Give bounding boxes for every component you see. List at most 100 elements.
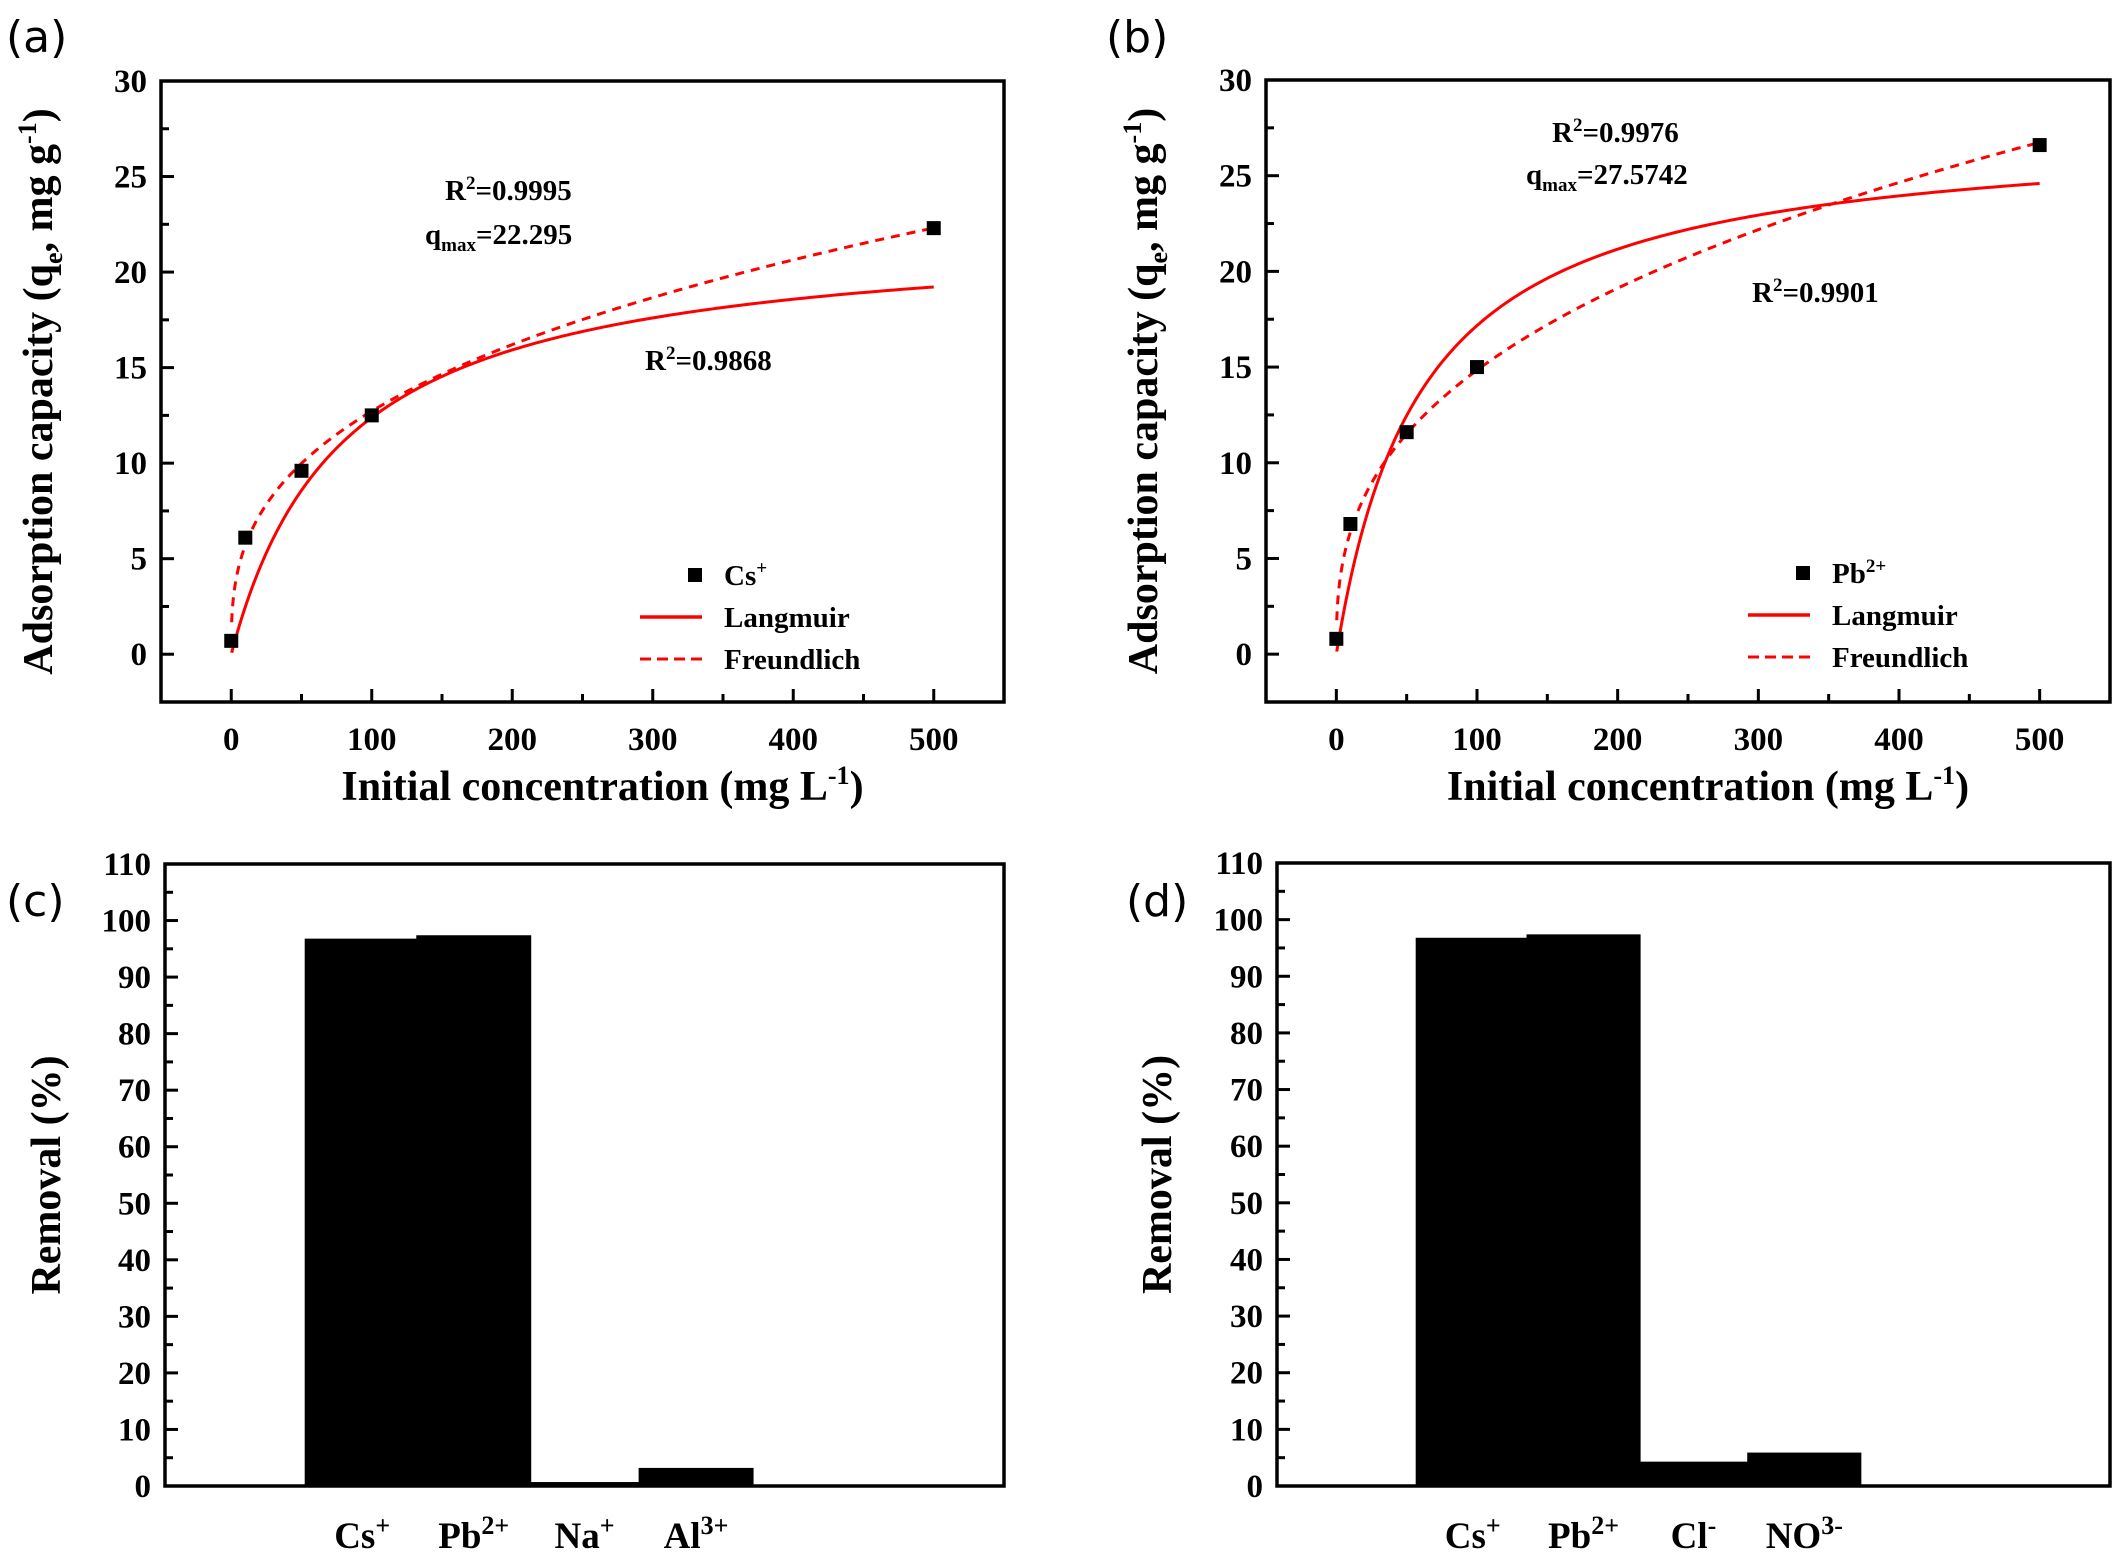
y-tick-label: 60	[118, 1130, 151, 1166]
y-tick-label: 10	[114, 446, 147, 482]
annotation-prefix: R	[1752, 277, 1774, 309]
y-axis-title: Adsorption capacity (qe, mg g-1)	[13, 108, 68, 674]
panel-label: (c)	[6, 876, 65, 927]
legend-label-text: Pb	[1832, 558, 1866, 590]
y-axis-title: Removal (%)	[1135, 1055, 1181, 1294]
y-tick-label: 0	[1236, 637, 1253, 673]
category-label-base: Cs	[1445, 1516, 1486, 1556]
bar	[1636, 1461, 1751, 1486]
y-tick-label: 100	[102, 904, 152, 940]
bar	[638, 1467, 754, 1486]
category-label: Cs+	[334, 1511, 390, 1556]
plot-frame	[163, 862, 1006, 1488]
y-axis-title-sub: e	[39, 252, 68, 264]
annotation-prefix: q	[425, 219, 441, 251]
category-label-sup: +	[1486, 1511, 1501, 1540]
legend-label: Langmuir	[724, 602, 850, 634]
annotation-sup: 2	[1773, 275, 1783, 296]
y-tick-label: 70	[118, 1073, 151, 1109]
category-label-base: Cs	[334, 1516, 375, 1556]
bar	[416, 935, 532, 1486]
y-axis-title: Adsorption capacity (qe, mg g-1)	[1118, 108, 1173, 674]
category-label-sup: +	[600, 1511, 615, 1540]
y-tick-label: 5	[131, 542, 148, 578]
category-label-sup: 2+	[481, 1511, 509, 1540]
data-point	[1399, 425, 1414, 440]
y-tick-label: 0	[135, 1469, 152, 1505]
y-tick-label: 40	[118, 1243, 151, 1279]
legend: Cs+ Langmuir Freundlich	[640, 558, 860, 676]
y-tick-label: 20	[1219, 254, 1252, 290]
annotation-sup: 2	[466, 173, 476, 194]
category-label-base: NO	[1766, 1516, 1822, 1556]
bar	[1415, 937, 1530, 1486]
x-tick-label: 100	[1452, 722, 1502, 758]
plot-frame	[159, 79, 1006, 704]
freundlich-fit-line	[230, 226, 935, 623]
category-label-base: Pb	[438, 1516, 481, 1556]
y-axis-title-text: Adsorption capacity (q	[16, 264, 62, 675]
x-tick-label: 200	[1593, 722, 1643, 758]
y-tick-label: 30	[118, 1299, 151, 1335]
category-label: Al3+	[664, 1511, 729, 1556]
x-tick-label: 0	[1328, 722, 1345, 758]
x-axis-title-end: )	[1955, 764, 1969, 810]
y-tick-label: 10	[118, 1412, 151, 1448]
y-axis-title-sup: -1	[13, 122, 42, 144]
legend-label: Pb2+	[1832, 556, 1886, 590]
x-axis-title-text: Initial concentration (mg L	[341, 764, 827, 810]
x-tick-label: 500	[2015, 722, 2065, 758]
category-label-sup: 3-	[1821, 1511, 1843, 1540]
annotation-langmuir-r2: R2=0.9976	[1552, 115, 1679, 149]
x-tick-label: 500	[909, 722, 959, 758]
y-tick-label: 90	[118, 960, 151, 996]
plot-frame	[1264, 78, 2112, 704]
data-point	[2032, 138, 2047, 153]
data-point	[926, 221, 941, 236]
x-tick-label: 300	[628, 722, 678, 758]
legend-label-sup: +	[756, 558, 767, 579]
y-tick-label: 0	[1247, 1469, 1264, 1505]
category-label: Na+	[554, 1511, 614, 1556]
category-label-sup: 3+	[701, 1511, 729, 1540]
y-tick-label: 10	[1219, 446, 1252, 482]
y-tick-label: 40	[1230, 1242, 1263, 1278]
annotation-sub: max	[1542, 175, 1577, 196]
y-axis-title-end: )	[1121, 108, 1167, 122]
annotation-sub: max	[441, 235, 476, 256]
panel-d: (d) 0 10 20 30 40 50 60 70 80 90 100 110 Removal (%) C…	[1126, 846, 2112, 1556]
plot-frame	[1275, 861, 2112, 1488]
legend-label-text: Freundlich	[724, 644, 860, 676]
legend: Pb2+ Langmuir Freundlich	[1748, 556, 1968, 674]
y-axis-title-sub: e	[1144, 252, 1173, 264]
y-tick-label: 15	[1219, 350, 1252, 386]
y-tick-label: 20	[118, 1356, 151, 1392]
annotation-prefix: R	[1552, 117, 1574, 149]
x-axis-title-end: )	[850, 764, 864, 810]
bar	[1747, 1452, 1862, 1486]
category-label-base: Al	[664, 1516, 701, 1556]
y-tick-label: 50	[1230, 1186, 1263, 1222]
y-tick-label: 25	[114, 160, 147, 196]
annotation-sup: 2	[666, 343, 676, 364]
panel-label: (b)	[1106, 12, 1168, 63]
legend-label: Freundlich	[1832, 642, 1968, 674]
legend-label-text: Freundlich	[1832, 642, 1968, 674]
x-tick-label: 300	[1734, 722, 1784, 758]
legend-label-sup: 2+	[1866, 556, 1886, 577]
legend-marker-icon	[688, 568, 702, 582]
y-tick-label: 20	[114, 255, 147, 291]
legend-marker-icon	[1796, 566, 1810, 580]
legend-label: Cs+	[724, 558, 767, 592]
category-label-sup: +	[375, 1511, 390, 1540]
panel-label: (d)	[1126, 876, 1188, 927]
annotation-sup: 2	[1573, 115, 1583, 136]
x-axis-title: Initial concentration (mg L-1)	[341, 761, 863, 810]
annotation-freundlich-r2: R2=0.9901	[1752, 275, 1879, 309]
y-tick-label: 25	[1219, 159, 1252, 195]
y-tick-label: 5	[1236, 541, 1253, 577]
y-tick-label: 110	[1215, 846, 1263, 882]
y-tick-label: 30	[1219, 63, 1252, 99]
y-axis-title: Removal (%)	[24, 1055, 70, 1294]
